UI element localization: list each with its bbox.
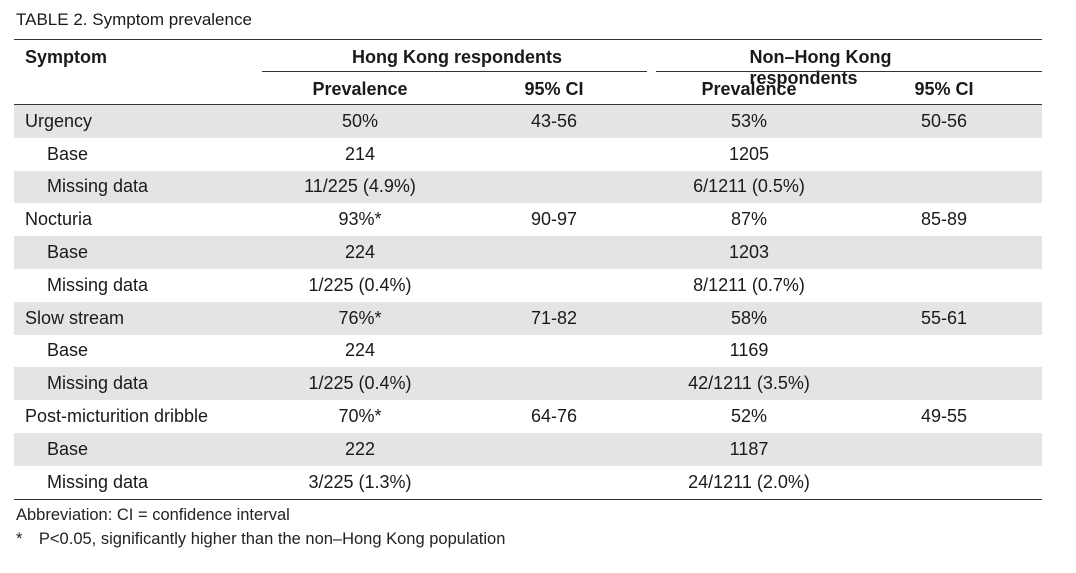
cell-nhk-prevalence: 52% xyxy=(730,406,768,427)
table-row: Slow stream 76%* 71-82 58% 55-61 xyxy=(14,301,1042,335)
row-sub-label: Base xyxy=(47,242,89,263)
header-hk-ci: 95% CI xyxy=(524,79,584,99)
header-group-non-hong-kong: Non–Hong Kong respondents xyxy=(749,47,892,88)
cell-nhk-prevalence: 42/1211 (3.5%) xyxy=(688,373,810,394)
group-rule-hong-kong xyxy=(262,71,647,72)
cell-hk-prevalence: 1/225 (0.4%) xyxy=(308,373,412,394)
row-symptom-label: Slow stream xyxy=(25,307,125,328)
group-rule-non-hong-kong xyxy=(656,71,1042,72)
table-row: Missing data 1/225 (0.4%) 42/1211 (3.5%) xyxy=(14,367,1042,401)
cell-hk-prevalence: 224 xyxy=(344,340,376,361)
row-sub-label: Missing data xyxy=(47,373,149,394)
row-sub-label: Missing data xyxy=(47,471,149,492)
table-row: Missing data 1/225 (0.4%) 8/1211 (0.7%) xyxy=(14,269,1042,302)
table-row: Missing data 11/225 (4.9%) 6/1211 (0.5%) xyxy=(14,170,1042,204)
row-symptom-label: Nocturia xyxy=(25,209,93,230)
cell-hk-prevalence: 50% xyxy=(341,110,379,131)
row-symptom-label: Post-micturition dribble xyxy=(25,406,209,427)
cell-nhk-prevalence: 6/1211 (0.5%) xyxy=(693,176,805,197)
cell-nhk-ci: 85-89 xyxy=(920,209,968,230)
table-row: Base 222 1187 xyxy=(14,432,1042,466)
cell-nhk-ci: 50-56 xyxy=(920,110,968,131)
header-group-hong-kong: Hong Kong respondents xyxy=(352,47,562,67)
cell-hk-prevalence: 3/225 (1.3%) xyxy=(308,471,412,492)
cell-nhk-prevalence: 1205 xyxy=(728,143,770,164)
row-sub-label: Missing data xyxy=(47,176,149,197)
cell-hk-prevalence: 1/225 (0.4%) xyxy=(308,274,412,295)
cell-nhk-prevalence: 53% xyxy=(730,110,768,131)
header-hk-prevalence: Prevalence xyxy=(312,79,408,99)
table-row: Base 224 1169 xyxy=(14,335,1042,368)
cell-hk-prevalence: 76%* xyxy=(338,307,382,328)
cell-nhk-prevalence: 87% xyxy=(730,209,768,230)
symptom-prevalence-table: Symptom Hong Kong respondents Non–Hong K… xyxy=(14,39,1042,500)
cell-nhk-ci: 49-55 xyxy=(920,406,968,427)
cell-hk-ci: 43-56 xyxy=(530,110,578,131)
cell-nhk-ci: 55-61 xyxy=(920,307,968,328)
cell-hk-prevalence: 222 xyxy=(344,438,376,459)
row-sub-label: Base xyxy=(47,340,89,361)
row-sub-label: Missing data xyxy=(47,274,149,295)
cell-hk-prevalence: 224 xyxy=(344,242,376,263)
table-caption: Symptom prevalence xyxy=(92,10,252,29)
cell-nhk-prevalence: 1187 xyxy=(729,438,769,459)
table-row: Base 214 1205 xyxy=(14,138,1042,171)
cell-nhk-prevalence: 1203 xyxy=(728,242,770,263)
cell-nhk-prevalence: 8/1211 (0.7%) xyxy=(693,274,805,295)
cell-hk-prevalence: 11/225 (4.9%) xyxy=(304,176,416,197)
row-symptom-label: Urgency xyxy=(25,110,93,131)
cell-hk-prevalence: 70%* xyxy=(338,406,382,427)
footnote-abbreviation: Abbreviation: CI = confidence interval xyxy=(16,506,290,524)
table-row: Nocturia 93%* 90-97 87% 85-89 xyxy=(14,203,1042,236)
header-row-groups: Symptom Hong Kong respondents Non–Hong K… xyxy=(14,40,1042,88)
cell-hk-prevalence: 214 xyxy=(344,143,376,164)
cell-nhk-prevalence: 58% xyxy=(730,307,768,328)
header-symptom: Symptom xyxy=(25,47,108,67)
cell-hk-prevalence: 93%* xyxy=(338,209,382,230)
table-body: Urgency 50% 43-56 53% 50-56 Base 214 1205 Missin… xyxy=(14,105,1042,500)
cell-hk-ci: 64-76 xyxy=(530,406,578,427)
table-number: TABLE 2. xyxy=(16,10,88,29)
header-nhk-prevalence: Prevalence xyxy=(701,79,797,99)
header-nhk-ci: 95% CI xyxy=(914,79,974,99)
row-sub-label: Base xyxy=(47,438,89,459)
header-row-columns: Prevalence 95% CI Prevalence 95% CI xyxy=(14,73,1042,105)
cell-nhk-prevalence: 1169 xyxy=(729,340,769,361)
cell-nhk-prevalence: 24/1211 (2.0%) xyxy=(688,471,810,492)
table-title: TABLE 2. Symptom prevalence xyxy=(16,10,252,30)
cell-hk-ci: 90-97 xyxy=(530,209,578,230)
table-row: Base 224 1203 xyxy=(14,236,1042,269)
table-row: Post-micturition dribble 70%* 64-76 52% 49-5… xyxy=(14,400,1042,433)
table-row: Missing data 3/225 (1.3%) 24/1211 (2.0%) xyxy=(14,466,1042,499)
cell-hk-ci: 71-82 xyxy=(530,307,578,328)
table-row: Urgency 50% 43-56 53% 50-56 xyxy=(14,105,1042,138)
footnote-significance: * P<0.05, significantly higher than the … xyxy=(16,530,506,548)
row-sub-label: Base xyxy=(47,143,89,164)
